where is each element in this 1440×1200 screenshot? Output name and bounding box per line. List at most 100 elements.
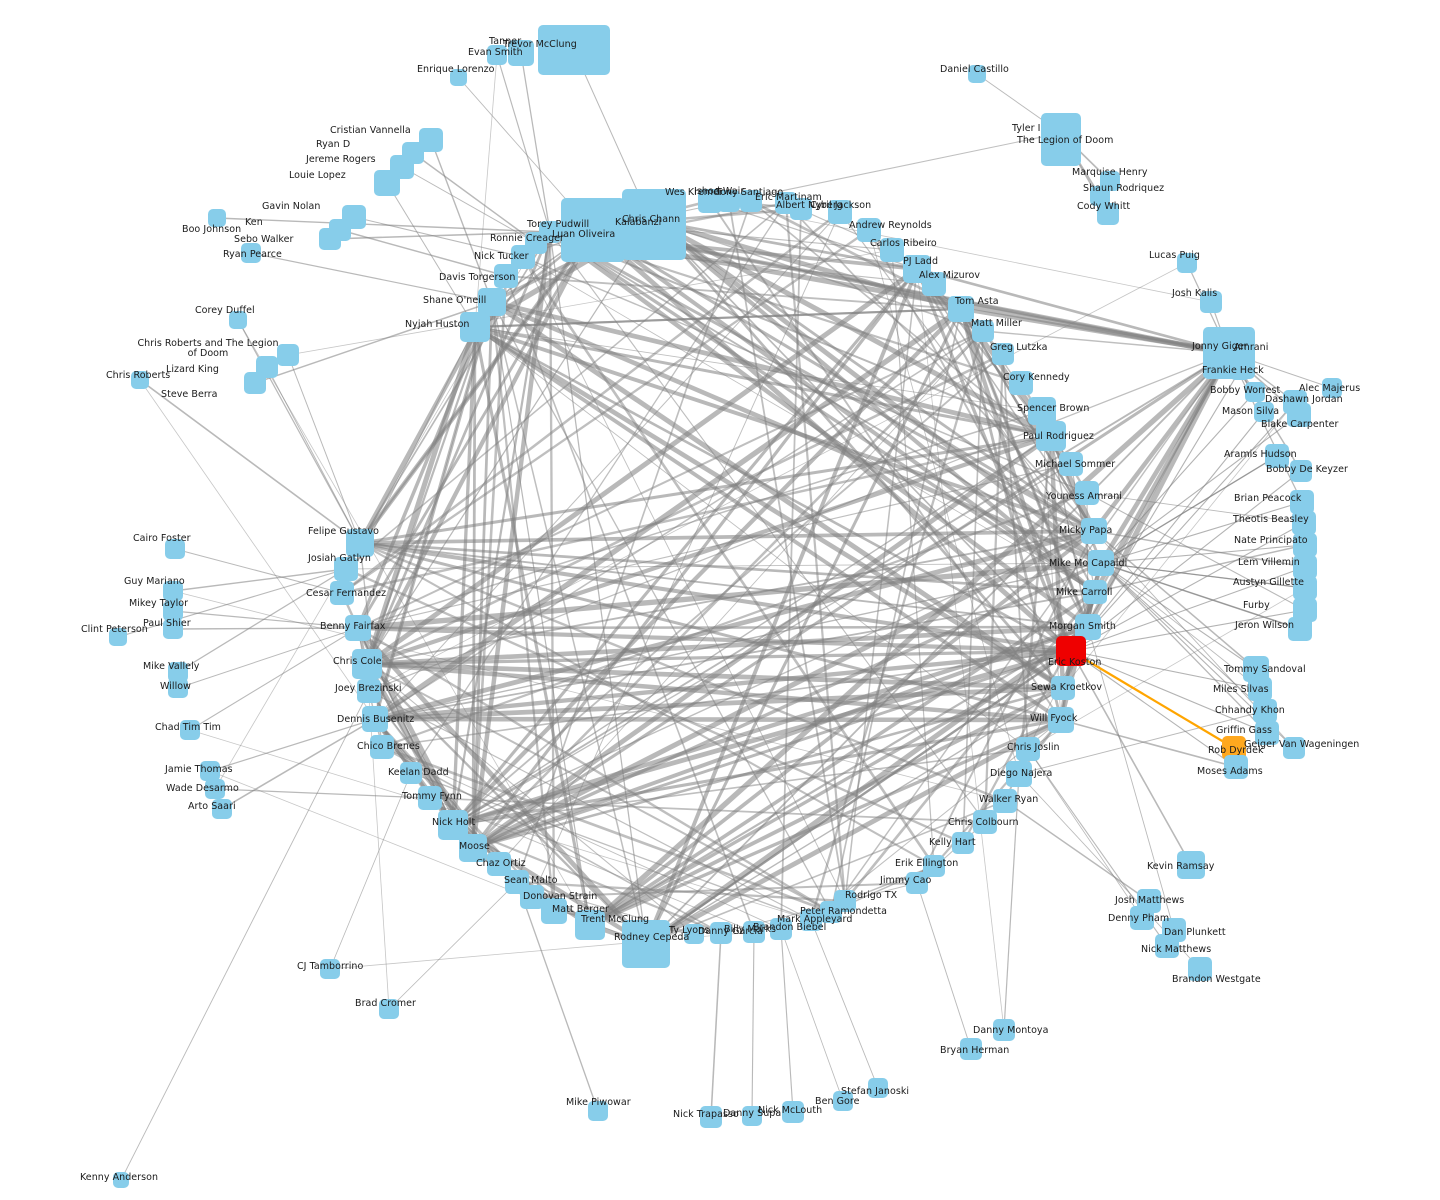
graph-node[interactable] bbox=[450, 69, 467, 86]
graph-node[interactable] bbox=[131, 371, 149, 389]
graph-node[interactable] bbox=[200, 761, 220, 781]
graph-node[interactable] bbox=[520, 885, 544, 909]
graph-node[interactable] bbox=[180, 720, 200, 740]
graph-node[interactable] bbox=[1130, 906, 1154, 930]
graph-node[interactable] bbox=[1006, 761, 1032, 787]
graph-node[interactable] bbox=[1009, 371, 1033, 395]
graph-node[interactable] bbox=[1245, 382, 1265, 402]
graph-node[interactable] bbox=[345, 615, 371, 641]
graph-node[interactable] bbox=[168, 678, 188, 698]
graph-node[interactable] bbox=[168, 662, 188, 682]
graph-node[interactable] bbox=[622, 920, 670, 968]
graph-node[interactable] bbox=[244, 372, 266, 394]
graph-node[interactable] bbox=[718, 190, 740, 212]
graph-node[interactable] bbox=[1097, 203, 1119, 225]
graph-node[interactable] bbox=[782, 1101, 804, 1123]
graph-node[interactable] bbox=[1059, 452, 1083, 476]
graph-node[interactable] bbox=[820, 901, 842, 923]
graph-node[interactable] bbox=[418, 786, 442, 810]
graph-node[interactable] bbox=[1253, 699, 1277, 723]
graph-node[interactable] bbox=[320, 959, 340, 979]
graph-node[interactable] bbox=[992, 343, 1014, 365]
graph-node[interactable] bbox=[1292, 511, 1316, 535]
graph-node[interactable] bbox=[561, 198, 625, 262]
graph-node[interactable] bbox=[165, 539, 185, 559]
graph-node[interactable] bbox=[1254, 402, 1274, 422]
graph-node[interactable] bbox=[868, 1078, 888, 1098]
graph-node[interactable] bbox=[1051, 676, 1075, 700]
graph-node[interactable] bbox=[538, 25, 610, 75]
graph-node[interactable] bbox=[357, 679, 381, 703]
graph-node[interactable] bbox=[163, 601, 183, 621]
graph-node[interactable] bbox=[1041, 126, 1081, 166]
graph-node[interactable] bbox=[1288, 617, 1312, 641]
graph-node[interactable] bbox=[922, 272, 946, 296]
graph-node[interactable] bbox=[948, 296, 974, 322]
graph-node[interactable] bbox=[588, 1101, 608, 1121]
graph-node[interactable] bbox=[1028, 397, 1056, 425]
graph-node[interactable] bbox=[1188, 957, 1212, 981]
graph-node[interactable] bbox=[770, 918, 792, 940]
graph-node[interactable] bbox=[1248, 677, 1272, 701]
graph-node[interactable] bbox=[241, 243, 261, 263]
graph-node[interactable] bbox=[828, 200, 852, 224]
graph-node[interactable] bbox=[277, 344, 299, 366]
graph-node[interactable] bbox=[163, 619, 183, 639]
graph-node[interactable] bbox=[330, 581, 354, 605]
graph-node[interactable] bbox=[541, 898, 567, 924]
graph-node[interactable] bbox=[1287, 403, 1311, 427]
graph-node[interactable] bbox=[1056, 636, 1086, 666]
graph-node[interactable] bbox=[1224, 755, 1248, 779]
graph-node[interactable] bbox=[1265, 444, 1289, 468]
graph-node[interactable] bbox=[1155, 934, 1179, 958]
graph-node[interactable] bbox=[459, 834, 487, 862]
graph-node[interactable] bbox=[1083, 580, 1107, 604]
graph-node[interactable] bbox=[684, 924, 704, 944]
graph-node[interactable] bbox=[478, 288, 506, 316]
graph-node[interactable] bbox=[1075, 481, 1099, 505]
graph-node[interactable] bbox=[1036, 421, 1066, 451]
graph-node[interactable] bbox=[487, 45, 507, 65]
graph-node[interactable] bbox=[1290, 490, 1314, 514]
graph-node[interactable] bbox=[1255, 721, 1279, 745]
graph-node[interactable] bbox=[960, 1038, 982, 1060]
graph-node[interactable] bbox=[374, 170, 400, 196]
graph-node[interactable] bbox=[400, 762, 422, 784]
graph-node[interactable] bbox=[1283, 737, 1305, 759]
graph-node[interactable] bbox=[742, 1106, 762, 1126]
graph-node[interactable] bbox=[1048, 707, 1074, 733]
graph-node[interactable] bbox=[205, 779, 225, 799]
graph-node[interactable] bbox=[833, 1091, 853, 1111]
graph-node[interactable] bbox=[700, 1106, 722, 1128]
graph-node[interactable] bbox=[1090, 186, 1110, 206]
graph-node[interactable] bbox=[1081, 518, 1107, 544]
graph-node[interactable] bbox=[952, 832, 974, 854]
graph-node[interactable] bbox=[1222, 336, 1240, 354]
graph-node[interactable] bbox=[362, 706, 388, 732]
graph-node[interactable] bbox=[906, 872, 928, 894]
graph-node[interactable] bbox=[163, 581, 183, 601]
graph-node[interactable] bbox=[743, 921, 765, 943]
graph-node[interactable] bbox=[352, 649, 382, 679]
graph-node[interactable] bbox=[1230, 360, 1250, 380]
graph-node[interactable] bbox=[319, 228, 341, 250]
graph-node[interactable] bbox=[1293, 576, 1317, 600]
graph-node[interactable] bbox=[1075, 614, 1101, 640]
graph-node[interactable] bbox=[973, 810, 997, 834]
graph-node[interactable] bbox=[1322, 378, 1342, 398]
graph-node[interactable] bbox=[113, 1172, 129, 1188]
graph-node[interactable] bbox=[740, 190, 762, 212]
graph-node[interactable] bbox=[1177, 253, 1197, 273]
graph-node[interactable] bbox=[494, 264, 518, 288]
graph-node[interactable] bbox=[460, 312, 490, 342]
graph-node[interactable] bbox=[1293, 533, 1317, 557]
graph-node[interactable] bbox=[923, 855, 945, 877]
graph-node[interactable] bbox=[229, 311, 247, 329]
graph-node[interactable] bbox=[993, 1019, 1015, 1041]
graph-node[interactable] bbox=[1290, 460, 1312, 482]
graph-node[interactable] bbox=[212, 799, 232, 819]
graph-node[interactable] bbox=[993, 789, 1017, 813]
graph-node[interactable] bbox=[1177, 851, 1205, 879]
graph-node[interactable] bbox=[1088, 550, 1114, 576]
